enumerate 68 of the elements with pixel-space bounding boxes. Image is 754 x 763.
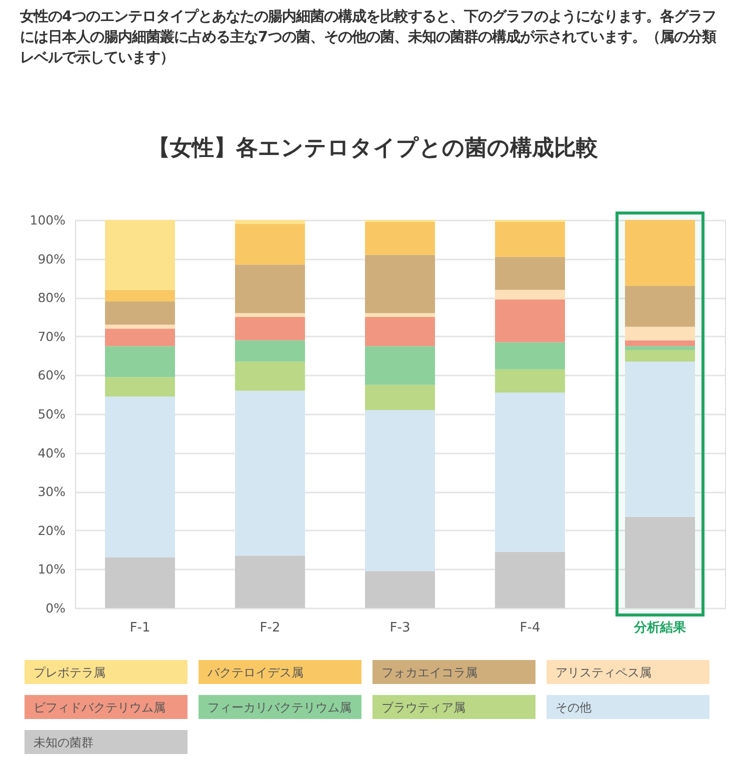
bar (365, 346, 435, 385)
y-tick-label: 30% (38, 484, 66, 500)
y-tick-label: 70% (38, 328, 66, 344)
bar (625, 516, 695, 608)
text: バクテロイデス属 (206, 666, 304, 680)
text: フィーカリバクテリウム属 (208, 700, 352, 714)
bar (625, 340, 695, 346)
x-tick-label: F-1 (130, 620, 150, 636)
text: フォカエイコラ属 (382, 666, 478, 680)
bar (235, 220, 305, 224)
text: その他 (556, 700, 592, 714)
text: 女性の4つのエンテロタイプとあなたの腸内細菌の構成を比較すると、下のグラフのようになります。各グラフには日本人の腸内細菌叢に占める主な7つの菌、その他の菌、未知の菌群の構成が示されています。（属の分類レベルで示しています） (19, 8, 716, 66)
y-tick-label: 10% (38, 562, 66, 577)
bar (495, 256, 565, 290)
bar (105, 346, 175, 378)
x-tick-label: F-4 (520, 620, 540, 636)
text: ビフィドバクテリウム属 (34, 700, 166, 714)
y-tick-label: 80% (38, 290, 66, 306)
bar (495, 222, 565, 257)
bar (365, 313, 435, 317)
bar (365, 384, 435, 410)
text: ブラウティア属 (382, 700, 466, 714)
bar (495, 342, 565, 370)
bar (105, 396, 175, 558)
bar (235, 390, 305, 556)
bar (365, 317, 435, 346)
bar (105, 328, 175, 346)
bar (625, 346, 695, 350)
y-tick-label: 0% (46, 600, 66, 616)
y-tick-label: 100% (30, 212, 66, 228)
bar (625, 220, 695, 286)
bar (105, 301, 175, 325)
bar (365, 222, 435, 255)
y-tick-label: 50% (38, 406, 66, 422)
bar (235, 362, 305, 391)
bar (625, 286, 695, 327)
bar (105, 290, 175, 302)
bar (105, 220, 175, 290)
bar (625, 350, 695, 362)
bar (495, 300, 565, 342)
bar (365, 254, 435, 314)
text: プレボテラ属 (34, 666, 106, 680)
bar (105, 324, 175, 329)
bar (495, 369, 565, 393)
bar (625, 326, 695, 340)
x-tick-label: F-2 (260, 620, 280, 636)
bar (235, 313, 305, 317)
bar (495, 552, 565, 608)
text: 未知の菌群 (34, 736, 94, 750)
chart-title: 【女性】各エンテロタイプとの菌の構成比較 (148, 136, 599, 161)
bar (235, 556, 305, 608)
y-tick-label: 40% (38, 445, 66, 460)
bar (235, 264, 305, 314)
y-tick-label: 90% (38, 251, 66, 266)
y-tick-label: 20% (38, 522, 66, 538)
bar (365, 410, 435, 572)
bar (105, 558, 175, 608)
bar (235, 340, 305, 362)
bar (235, 224, 305, 265)
bar (365, 571, 435, 608)
text: アリスティペス属 (556, 666, 652, 680)
bar (495, 290, 565, 300)
y-tick-label: 60% (38, 368, 66, 383)
bar (495, 392, 565, 552)
x-tick-label: 分析結果 (633, 620, 687, 636)
bar (235, 317, 305, 340)
bar (105, 377, 175, 397)
x-tick-label: F-3 (390, 620, 410, 636)
